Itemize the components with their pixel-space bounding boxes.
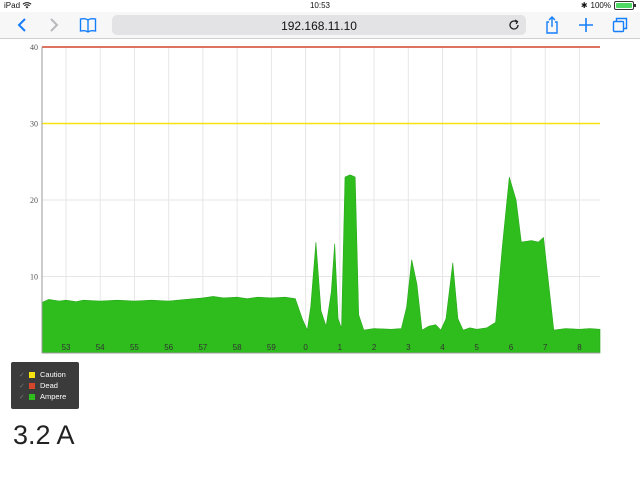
url-text: 192.168.11.10 [281,19,357,33]
legend-check-icon: ✓ [19,382,25,390]
status-left: iPad [4,1,32,10]
x-tick-label: 54 [96,343,105,352]
x-tick-label: 57 [198,343,207,352]
reload-button[interactable] [506,17,522,33]
address-bar[interactable]: 192.168.11.10 [112,15,526,35]
y-tick-label: 20 [30,196,38,205]
ampere-area [41,174,601,354]
x-tick-label: 8 [577,343,582,352]
current-reading: 3.2 A [13,420,75,450]
y-tick-label: 40 [30,43,38,52]
legend-label: Dead [40,381,58,390]
plus-icon [579,18,593,32]
x-tick-label: 1 [338,343,343,352]
legend-swatch [29,382,35,389]
x-tick-label: 2 [372,343,377,352]
share-icon [546,16,558,34]
reload-icon [509,19,519,30]
x-tick-label: 6 [509,343,514,352]
y-tick-label: 30 [30,120,38,129]
status-time: 10:53 [309,1,331,10]
x-tick-label: 0 [303,343,308,352]
browser-toolbar: 192.168.11.10 [0,12,640,39]
device-name: iPad [4,1,21,10]
legend-item-dead[interactable]: ✓ Dead [19,380,58,391]
legend-item-caution[interactable]: ✓ Caution [19,369,66,380]
x-tick-label: 56 [164,343,173,352]
y-tick-label: 10 [30,273,38,282]
legend-check-icon: ✓ [19,393,25,401]
wifi-icon [22,2,32,9]
tabs-button[interactable] [610,15,630,35]
x-tick-label: 53 [62,343,71,352]
battery-icon [614,1,636,10]
bluetooth-icon: ✱ [580,1,588,10]
x-tick-label: 3 [406,343,411,352]
x-tick-label: 7 [543,343,548,352]
chevron-left-icon [17,18,26,32]
legend-swatch [29,371,35,378]
back-button[interactable] [12,15,32,35]
battery-percent: 100% [590,1,611,10]
x-tick-label: 58 [233,343,242,352]
legend-item-ampere[interactable]: ✓ Ampere [19,391,66,402]
new-tab-button[interactable] [576,15,596,35]
x-tick-label: 55 [130,343,139,352]
share-button[interactable] [542,15,562,35]
legend-label: Ampere [40,392,67,401]
forward-button[interactable] [44,15,64,35]
chart-legend: ✓ Caution ✓ Dead ✓ Ampere [11,362,79,409]
status-right: ✱ 100% [580,1,636,10]
chevron-right-icon [50,18,59,32]
bookmarks-button[interactable] [78,15,98,35]
book-icon [79,18,97,33]
battery-fill [616,3,632,8]
x-tick-label: 5 [475,343,480,352]
legend-swatch [29,393,35,400]
legend-check-icon: ✓ [19,371,25,379]
legend-label: Caution [40,370,66,379]
tabs-icon [612,17,628,33]
x-tick-label: 59 [267,343,276,352]
status-bar: iPad 10:53 ✱ 100% [0,0,640,12]
x-tick-label: 4 [440,343,445,352]
